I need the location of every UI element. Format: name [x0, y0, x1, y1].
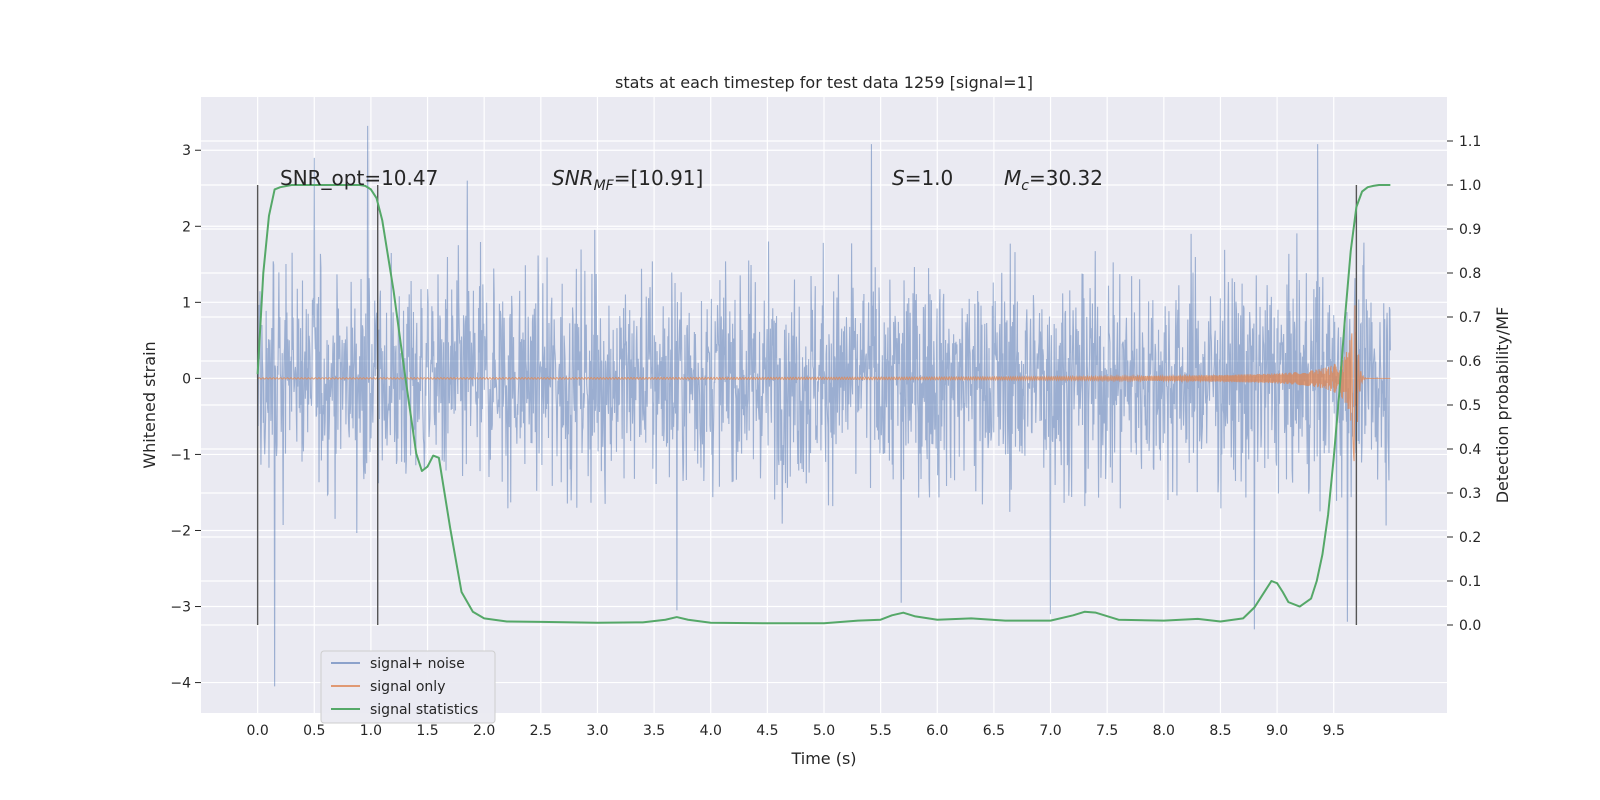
y2-tick-label: 0.7 — [1459, 310, 1481, 326]
y-tick-label: 2 — [182, 219, 191, 235]
x-tick-label: 5.5 — [870, 723, 892, 739]
y-tick-label: 3 — [182, 143, 191, 159]
y2-tick-label: 0.5 — [1459, 398, 1481, 414]
annotation-mc: Mc=30.32 — [1004, 166, 1103, 194]
x-tick-label: 7.5 — [1096, 723, 1118, 739]
chart-title: stats at each timestep for test data 125… — [615, 73, 1033, 92]
annotation-s-var: S — [892, 166, 905, 190]
x-tick-label: 1.0 — [360, 723, 382, 739]
y2-tick-label: 1.1 — [1459, 134, 1481, 150]
y2-tick-label: 1.0 — [1459, 178, 1481, 194]
series-signal-statistics-line — [256, 184, 1391, 625]
x-tick-label: 7.0 — [1039, 723, 1061, 739]
x-tick-label: 8.5 — [1209, 723, 1231, 739]
y-tick-label: −2 — [170, 523, 191, 539]
legend-label-signal-noise: signal+ noise — [370, 656, 465, 672]
annotation-snr-opt: SNR_opt=10.47 — [280, 166, 438, 190]
x-tick-label: 0.5 — [303, 723, 325, 739]
series-signal-only-line — [257, 305, 1391, 462]
legend-box — [320, 650, 496, 724]
y-tick-label: −4 — [170, 676, 191, 692]
axis-layer: 0.0 0.5 1.0 1.5 2.0 2.5 3.0 3.5 4.0 4.5 5.0 5.5 6.0 6… — [170, 134, 1481, 739]
x-tick-label: 9.5 — [1323, 723, 1345, 739]
y2-tick-label: 0.6 — [1459, 354, 1481, 370]
legend-label-signal-only: signal only — [370, 679, 445, 695]
x-tick-label: 2.0 — [473, 723, 495, 739]
y2-axis-label: Detection probability/MF — [1493, 307, 1512, 504]
y-axis-label: Whitened strain — [140, 341, 159, 468]
marker-layer — [256, 184, 1391, 625]
annotation-mc-value: =30.32 — [1029, 166, 1103, 190]
x-tick-label: 9.0 — [1266, 723, 1288, 739]
y2-tick-label: 0.2 — [1459, 530, 1481, 546]
x-tick-label: 0.0 — [247, 723, 269, 739]
y2-tick-label: 0.4 — [1459, 442, 1481, 458]
legend: signal+ noise signal only signal statist… — [320, 650, 496, 724]
annotation-snr-mf-value: =[10.91] — [614, 166, 704, 190]
x-tick-label: 4.5 — [756, 723, 778, 739]
legend-label-signal-statistics: signal statistics — [370, 702, 478, 718]
x-tick-label: 3.5 — [643, 723, 665, 739]
y2-tick-label: 0.9 — [1459, 222, 1481, 238]
y-tick-label: −3 — [170, 600, 191, 616]
y2-tick-label: 0.8 — [1459, 266, 1481, 282]
data-layer — [257, 125, 1391, 687]
x-tick-label: 3.0 — [586, 723, 608, 739]
x-tick-label: 6.5 — [983, 723, 1005, 739]
x-tick-label: 2.5 — [530, 723, 552, 739]
annotation-s-value: =1.0 — [905, 166, 954, 190]
x-tick-label: 6.0 — [926, 723, 948, 739]
y-tick-label: −1 — [170, 447, 191, 463]
annotation-snr-mf-sub: MF — [594, 178, 615, 194]
annotation-mc-sub: c — [1021, 178, 1029, 194]
annotation-s: S=1.0 — [892, 166, 953, 190]
annotation-snr-mf: SNRMF=[10.91] — [552, 166, 703, 194]
y2-tick-label: 0.0 — [1459, 618, 1481, 634]
x-tick-label: 1.5 — [416, 723, 438, 739]
annotations: SNR_opt=10.47 SNRMF=[10.91] S=1.0 Mc=30.… — [280, 166, 1103, 194]
y2-tick-label: 0.3 — [1459, 486, 1481, 502]
y-tick-label: 0 — [182, 371, 191, 387]
y-tick-label: 1 — [182, 295, 191, 311]
annotation-snr-mf-base: SNR — [552, 166, 594, 190]
x-tick-label: 8.0 — [1153, 723, 1175, 739]
x-tick-label: 4.0 — [700, 723, 722, 739]
y2-tick-label: 0.1 — [1459, 574, 1481, 590]
annotation-mc-var: M — [1004, 166, 1021, 190]
x-axis-label: Time (s) — [790, 749, 856, 768]
x-tick-label: 5.0 — [813, 723, 835, 739]
